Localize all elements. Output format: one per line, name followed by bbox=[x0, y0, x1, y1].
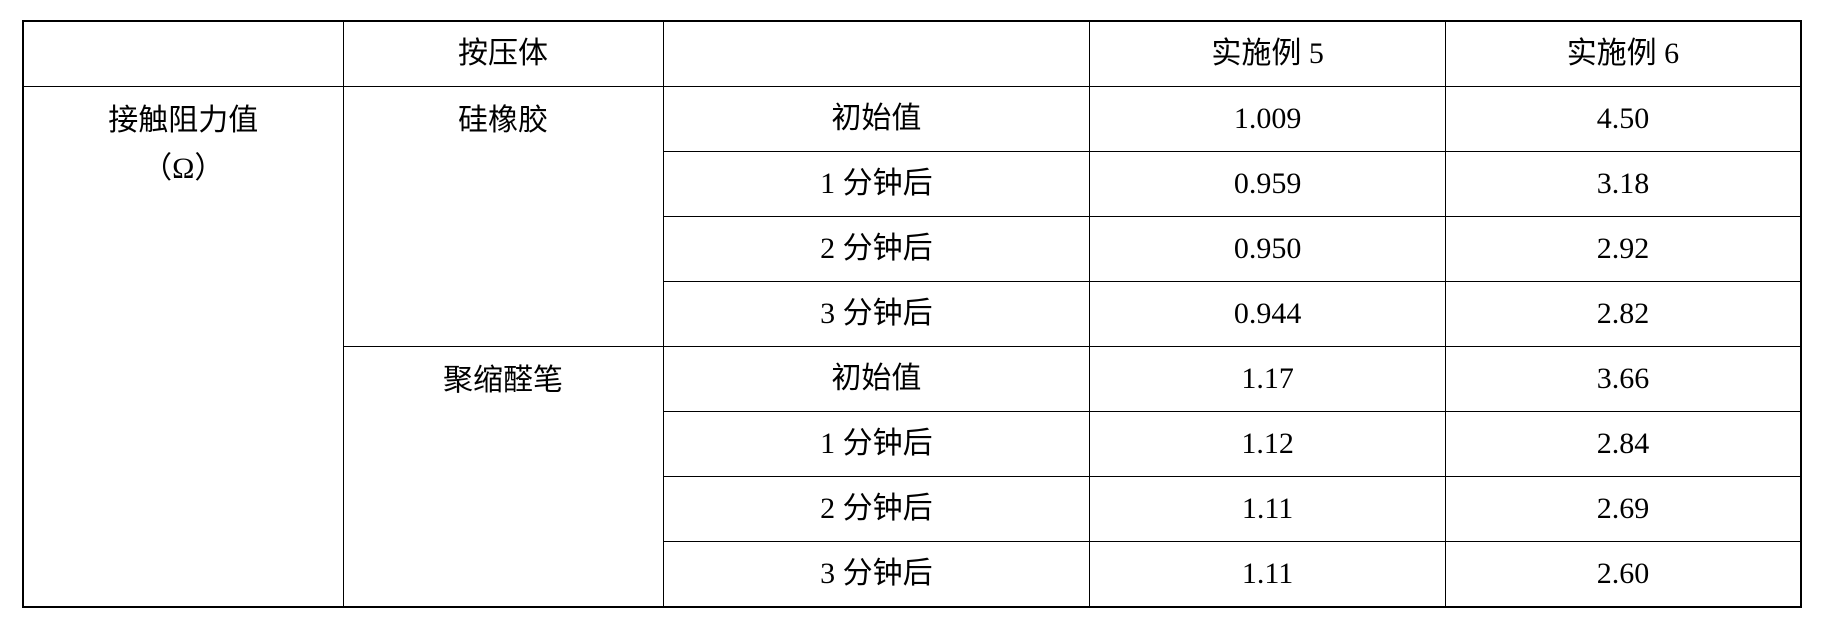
time-cell: 初始值 bbox=[663, 87, 1090, 152]
header-example6: 实施例 6 bbox=[1445, 21, 1801, 87]
time-cell: 1 分钟后 bbox=[663, 412, 1090, 477]
value-ex5: 0.950 bbox=[1090, 217, 1446, 282]
value-ex6: 2.69 bbox=[1445, 477, 1801, 542]
header-blank1 bbox=[23, 21, 343, 87]
value-ex6: 2.92 bbox=[1445, 217, 1801, 282]
time-cell: 2 分钟后 bbox=[663, 477, 1090, 542]
value-ex5: 1.17 bbox=[1090, 347, 1446, 412]
value-ex5: 1.11 bbox=[1090, 477, 1446, 542]
value-ex6: 2.82 bbox=[1445, 282, 1801, 347]
value-ex5: 1.12 bbox=[1090, 412, 1446, 477]
time-cell: 3 分钟后 bbox=[663, 282, 1090, 347]
value-ex6: 3.18 bbox=[1445, 152, 1801, 217]
value-ex6: 3.66 bbox=[1445, 347, 1801, 412]
header-blank2 bbox=[663, 21, 1090, 87]
time-cell: 3 分钟后 bbox=[663, 542, 1090, 608]
metric-label-line1: 接触阻力值 bbox=[34, 97, 333, 145]
value-ex6: 2.84 bbox=[1445, 412, 1801, 477]
time-cell: 初始值 bbox=[663, 347, 1090, 412]
header-example5: 实施例 5 bbox=[1090, 21, 1446, 87]
value-ex6: 4.50 bbox=[1445, 87, 1801, 152]
material-cell: 硅橡胶 bbox=[343, 87, 663, 347]
metric-label-cell: 接触阻力值 （Ω） bbox=[23, 87, 343, 608]
value-ex5: 0.959 bbox=[1090, 152, 1446, 217]
value-ex5: 1.009 bbox=[1090, 87, 1446, 152]
time-cell: 2 分钟后 bbox=[663, 217, 1090, 282]
table-row: 接触阻力值 （Ω） 硅橡胶 初始值 1.009 4.50 bbox=[23, 87, 1801, 152]
value-ex5: 0.944 bbox=[1090, 282, 1446, 347]
value-ex5: 1.11 bbox=[1090, 542, 1446, 608]
table-header-row: 按压体 实施例 5 实施例 6 bbox=[23, 21, 1801, 87]
metric-label-line2: （Ω） bbox=[34, 145, 333, 193]
header-press-body: 按压体 bbox=[343, 21, 663, 87]
resistance-table: 按压体 实施例 5 实施例 6 接触阻力值 （Ω） 硅橡胶 初始值 1.009 … bbox=[22, 20, 1802, 608]
time-cell: 1 分钟后 bbox=[663, 152, 1090, 217]
value-ex6: 2.60 bbox=[1445, 542, 1801, 608]
material-cell: 聚缩醛笔 bbox=[343, 347, 663, 608]
